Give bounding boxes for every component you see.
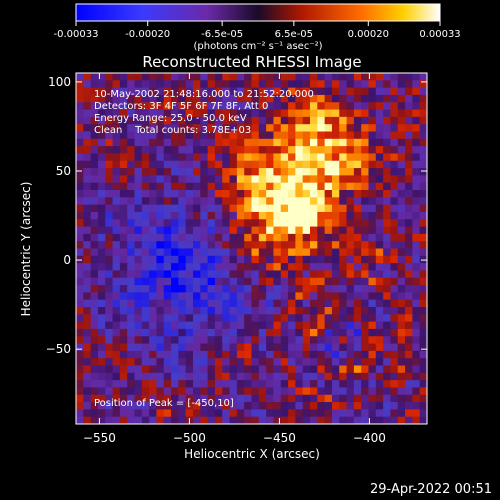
colorbar <box>76 4 440 21</box>
annotation-time-range: 10-May-2002 21:48:16.000 to 21:52:20.000 <box>94 89 314 100</box>
colorbar-tick-label: -6.5e-05 <box>201 29 243 40</box>
colorbar-tick-label: 0.00033 <box>419 29 460 40</box>
colorbar-tick-label: 6.5e-05 <box>275 29 313 40</box>
x-tick-label: −450 <box>263 431 296 445</box>
colorbar-tick-label: -0.00020 <box>125 29 170 40</box>
x-tick-label: −500 <box>173 431 206 445</box>
x-tick-label: −550 <box>83 431 116 445</box>
x-tick-label: −400 <box>353 431 386 445</box>
chart-title: Reconstructed RHESSI Image <box>142 53 361 71</box>
annotation-peak-position: Position of Peak = [-450,10] <box>94 398 234 409</box>
footer-timestamp: 29-Apr-2022 00:51 <box>370 482 492 497</box>
y-tick-label: 0 <box>63 253 71 267</box>
y-tick-label: 50 <box>56 164 71 178</box>
plot-frame <box>75 72 428 425</box>
x-axis: −550 −500 −450 −400 <box>83 73 386 445</box>
x-axis-label: Heliocentric X (arcsec) <box>184 447 320 461</box>
y-axis: −50 0 50 100 <box>46 75 427 356</box>
y-axis-label: Heliocentric Y (arcsec) <box>19 182 33 317</box>
annotation-energy-range: Energy Range: 25.0 - 50.0 keV <box>94 113 247 124</box>
annotation-clean: Clean Total counts: 3.78E+03 <box>94 125 252 136</box>
annotation-detectors: Detectors: 3F 4F 5F 6F 7F 8F, Att 0 <box>94 101 269 112</box>
colorbar-units: (photons cm⁻² s⁻¹ asec⁻²) <box>193 41 322 52</box>
colorbar-tick-label: 0.00020 <box>348 29 389 40</box>
y-tick-label: 100 <box>48 75 71 89</box>
colorbar-tick-label: -0.00033 <box>54 29 99 40</box>
y-tick-label: −50 <box>46 342 71 356</box>
heatmap-image <box>76 73 427 424</box>
colorbar-ticks: -0.00033 -0.00020 -6.5e-05 6.5e-05 0.00020 0.… <box>54 21 461 40</box>
